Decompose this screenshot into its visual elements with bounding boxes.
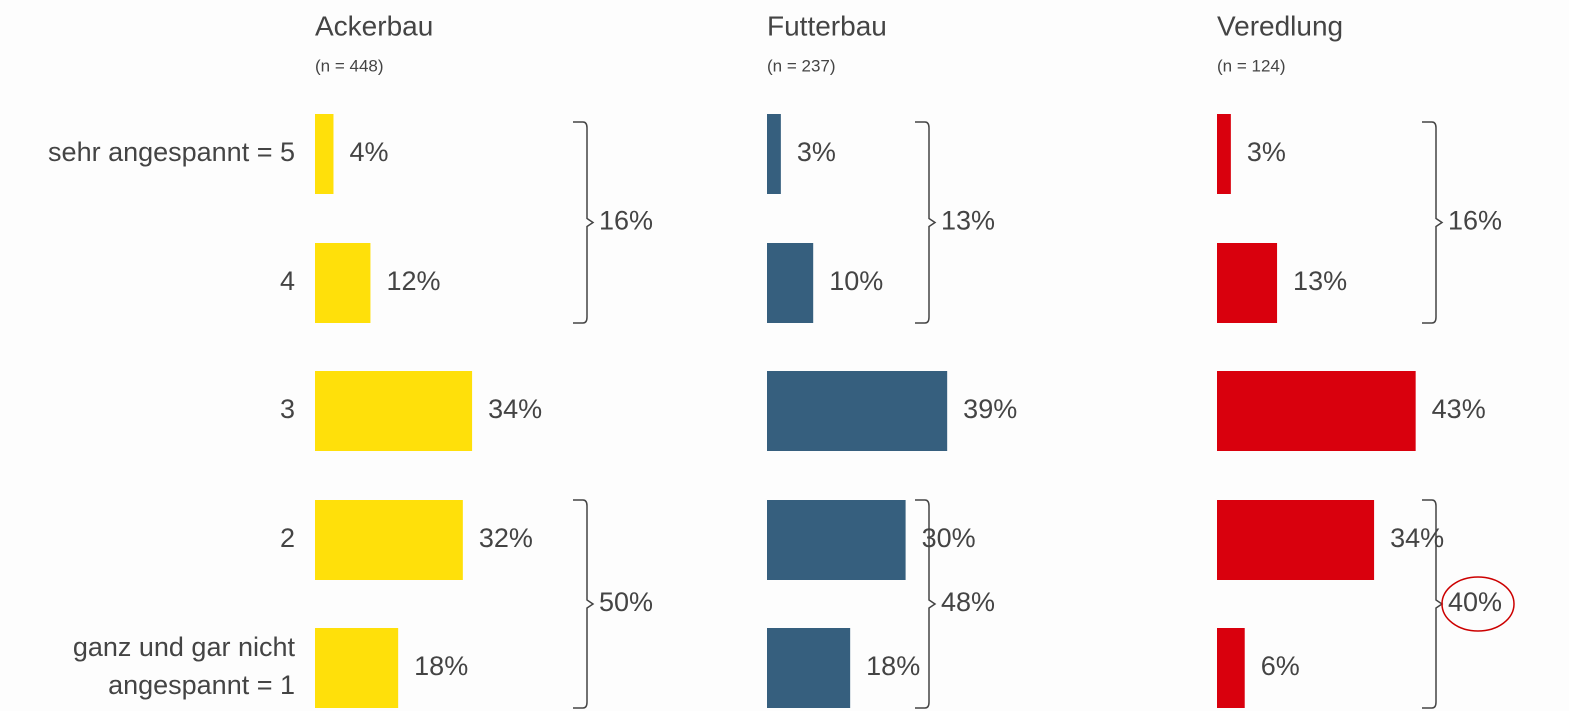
chart-title: Futterbau <box>767 10 887 41</box>
bar <box>767 500 906 580</box>
bracket <box>915 121 937 324</box>
value-label: 34% <box>1390 523 1444 553</box>
value-label: 39% <box>963 394 1017 424</box>
chart-title: Veredlung <box>1217 10 1343 41</box>
bar <box>315 114 334 194</box>
bracket <box>573 499 595 709</box>
bracket <box>1422 121 1444 324</box>
category-label: 2 <box>280 523 295 553</box>
bar <box>1217 628 1245 708</box>
chart-subtitle: (n = 448) <box>315 56 384 75</box>
value-label: 4% <box>349 137 388 167</box>
value-label: 34% <box>488 394 542 424</box>
value-label: 18% <box>414 651 468 681</box>
value-label: 6% <box>1261 651 1300 681</box>
category-label: 4 <box>280 266 295 296</box>
category-label-line: ganz und gar nicht <box>73 632 296 662</box>
value-label: 18% <box>866 651 920 681</box>
category-label: ganz und gar nicht angespannt = 1 <box>73 632 296 700</box>
bar <box>315 628 399 708</box>
highlight-circle <box>1441 576 1515 632</box>
value-label: 43% <box>1432 394 1486 424</box>
value-label: 10% <box>829 266 883 296</box>
bar <box>315 371 473 451</box>
bar <box>1217 114 1231 194</box>
bar <box>767 114 781 194</box>
bar <box>1217 371 1416 451</box>
bracket-label: 50% <box>599 587 653 617</box>
bar <box>767 371 948 451</box>
value-label: 30% <box>922 523 976 553</box>
bar <box>767 243 814 323</box>
bar <box>1217 500 1375 580</box>
bracket-label: 16% <box>599 206 653 236</box>
bracket <box>915 499 937 709</box>
value-label: 13% <box>1293 266 1347 296</box>
category-label: 3 <box>280 394 295 424</box>
bracket-label: 13% <box>941 206 995 236</box>
bar <box>315 243 371 323</box>
value-label: 3% <box>1247 137 1286 167</box>
bar <box>767 628 851 708</box>
bracket-label: 48% <box>941 587 995 617</box>
category-label: sehr angespannt = 5 <box>48 137 295 167</box>
bracket-label: 40% <box>1448 587 1502 617</box>
chart-subtitle: (n = 124) <box>1217 56 1286 75</box>
value-label: 32% <box>479 523 533 553</box>
bracket <box>573 121 595 324</box>
value-label: 3% <box>797 137 836 167</box>
bracket-label: 16% <box>1448 206 1502 236</box>
chart-subtitle: (n = 237) <box>767 56 836 75</box>
chart-title: Ackerbau <box>315 10 433 41</box>
value-label: 12% <box>386 266 440 296</box>
category-label-line: angespannt = 1 <box>108 670 295 700</box>
bar <box>315 500 463 580</box>
bar <box>1217 243 1278 323</box>
